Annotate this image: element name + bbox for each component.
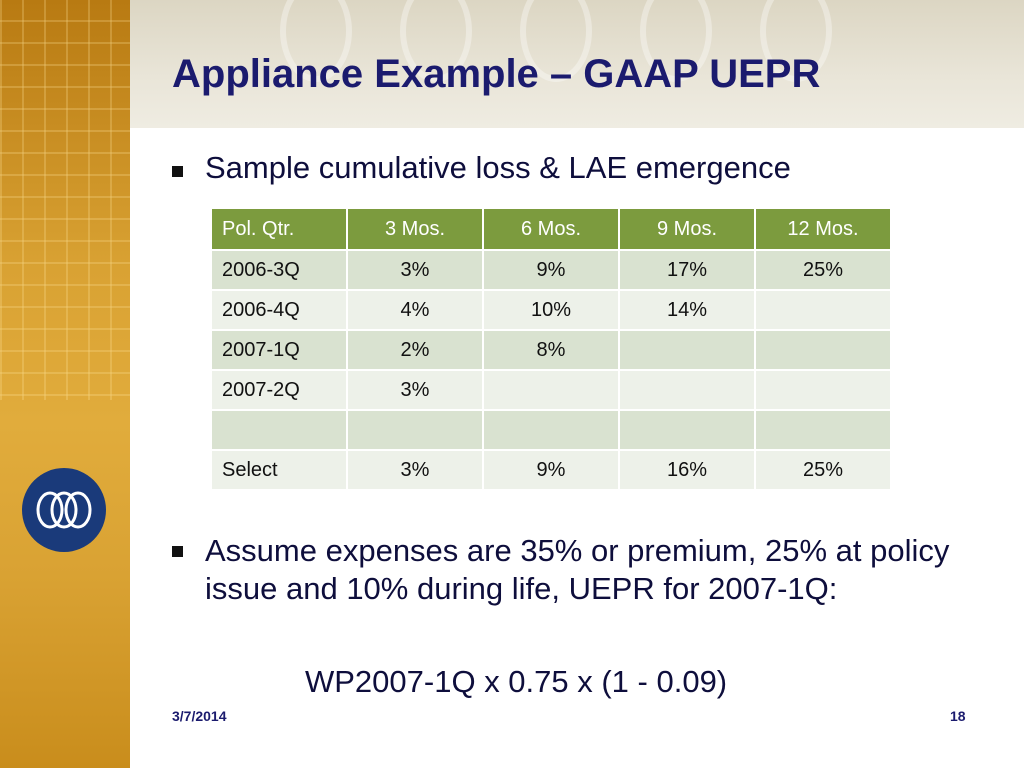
table-cell	[754, 289, 892, 331]
table-cell: 25%	[754, 249, 892, 291]
table-cell	[754, 409, 892, 451]
table-cell: 17%	[618, 249, 756, 291]
table-row: 2006-3Q 3% 9% 17% 25%	[210, 249, 892, 291]
header-wave-decor	[760, 0, 832, 82]
table-cell	[482, 409, 620, 451]
table-cell: 14%	[618, 289, 756, 331]
header-wave-decor	[520, 0, 592, 82]
table-cell: 2%	[346, 329, 484, 371]
header-band	[130, 0, 1024, 128]
table-header-cell: 9 Mos.	[618, 207, 756, 251]
table-header-cell: 12 Mos.	[754, 207, 892, 251]
table-cell: 2006-4Q	[210, 289, 348, 331]
gold-grid-pattern	[0, 0, 130, 400]
table-header-cell: 6 Mos.	[482, 207, 620, 251]
table-cell: 3%	[346, 249, 484, 291]
table-cell: 8%	[482, 329, 620, 371]
bullet-text: Assume expenses are 35% or premium, 25% …	[205, 533, 950, 606]
table-row: 2007-1Q 2% 8%	[210, 329, 892, 371]
table-cell: 3%	[346, 369, 484, 411]
table-cell: 9%	[482, 249, 620, 291]
header-wave-decor	[400, 0, 472, 82]
table-cell	[754, 369, 892, 411]
table-cell: 10%	[482, 289, 620, 331]
emergence-table: Pol. Qtr. 3 Mos. 6 Mos. 9 Mos. 12 Mos. 2…	[210, 207, 892, 491]
table-cell: 25%	[754, 449, 892, 491]
table-cell	[618, 409, 756, 451]
table-cell: 9%	[482, 449, 620, 491]
company-logo-icon	[22, 468, 106, 552]
table-cell	[210, 409, 348, 451]
footer-date: 3/7/2014	[172, 708, 227, 724]
table-row	[210, 409, 892, 451]
square-bullet-icon	[172, 546, 183, 557]
slide-title: Appliance Example – GAAP UEPR	[172, 52, 821, 96]
table-cell: 4%	[346, 289, 484, 331]
table-header-cell: 3 Mos.	[346, 207, 484, 251]
table-header-cell: Pol. Qtr.	[210, 207, 348, 251]
table-cell	[618, 369, 756, 411]
table-header-row: Pol. Qtr. 3 Mos. 6 Mos. 9 Mos. 12 Mos.	[210, 207, 892, 251]
table-cell: 16%	[618, 449, 756, 491]
interlocked-rings-logo-icon	[36, 491, 92, 529]
table-cell	[346, 409, 484, 451]
header-wave-decor	[280, 0, 352, 82]
bullet-text: Sample cumulative loss & LAE emergence	[205, 150, 791, 185]
table-cell: 2007-2Q	[210, 369, 348, 411]
table-cell: 2006-3Q	[210, 249, 348, 291]
table-cell: 2007-1Q	[210, 329, 348, 371]
square-bullet-icon	[172, 166, 183, 177]
table-row: 2007-2Q 3%	[210, 369, 892, 411]
footer-page-number: 18	[950, 708, 966, 724]
table-cell: 3%	[346, 449, 484, 491]
table-cell	[482, 369, 620, 411]
table-row: 2006-4Q 4% 10% 14%	[210, 289, 892, 331]
uepr-formula: WP2007-1Q x 0.75 x (1 - 0.09)	[305, 664, 728, 699]
header-wave-decor	[640, 0, 712, 82]
table-cell: Select	[210, 449, 348, 491]
table-cell	[754, 329, 892, 371]
table-row: Select 3% 9% 16% 25%	[210, 449, 892, 491]
left-decorative-bar	[0, 0, 130, 768]
table-cell	[618, 329, 756, 371]
